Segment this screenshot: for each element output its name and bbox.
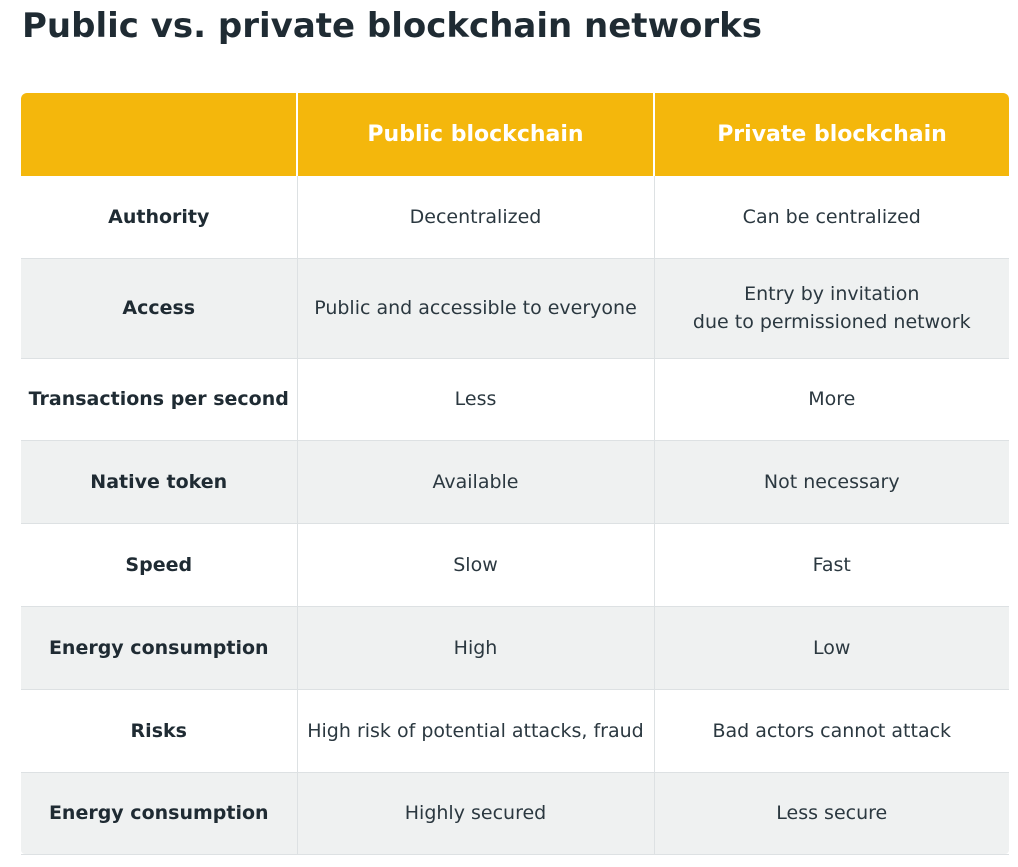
private-cell-text: Bad actors cannot attack (712, 719, 952, 742)
public-cell-text: Decentralized (409, 205, 542, 228)
private-cell-text: Fast (812, 553, 851, 576)
private-cell-text: Not necessary (763, 470, 900, 493)
table-row: Energy consumption Highly secured Less sec… (21, 772, 1009, 855)
private-cell: Bad actors cannot attack (654, 689, 1009, 773)
row-label: Risks (21, 689, 298, 773)
table-row: Access Public and accessible to everyone E… (21, 258, 1009, 359)
private-cell-text: Low (813, 636, 851, 659)
public-cell: Less (297, 358, 655, 441)
private-cell-text: More (808, 388, 856, 410)
table-row: Native token Available Not necessary (21, 440, 1009, 524)
public-cell: High (297, 606, 655, 690)
public-cell-text: Available (432, 470, 519, 493)
table-body: Authority Decentralized Can be centralized… (21, 176, 1009, 855)
table-row: Risks High risk of potential attacks, fra… (21, 689, 1009, 773)
private-cell-text: Entry by invitation (744, 283, 920, 305)
private-cell: Not necessary (654, 440, 1009, 524)
row-label: Access (21, 258, 298, 359)
row-label: Authority (21, 176, 298, 259)
table-row: Speed Slow Fast (21, 523, 1009, 607)
private-cell-text: Can be centralized (742, 205, 921, 228)
comparison-table: Public blockchain Private blockchain Aut… (21, 93, 1009, 855)
table-header-row: Public blockchain Private blockchain (21, 93, 1009, 176)
public-cell: Slow (297, 523, 655, 607)
public-cell: Public and accessible to everyone (297, 258, 655, 359)
private-cell-text: Less secure (776, 802, 888, 824)
private-cell: Low (654, 606, 1009, 690)
public-cell: High risk of potential attacks, fraud (297, 689, 655, 773)
header-public-blockchain: Public blockchain (297, 93, 655, 176)
row-label: Speed (21, 523, 298, 607)
public-cell-text: High (453, 636, 498, 659)
private-cell: Entry by invitation due to permissioned n… (654, 258, 1009, 359)
row-label: Energy consumption (21, 772, 298, 855)
public-cell: Decentralized (297, 176, 655, 259)
page-title: Public vs. private blockchain networks (22, 6, 762, 46)
private-cell: Can be centralized (654, 176, 1009, 259)
public-cell-text: Slow (453, 553, 498, 576)
public-cell-text: Public and accessible to everyone (314, 297, 637, 319)
private-cell: Fast (654, 523, 1009, 607)
public-cell-text: High risk of potential attacks, fraud (307, 719, 644, 742)
public-cell: Highly secured (297, 772, 655, 855)
row-label: Energy consumption (21, 606, 298, 690)
public-cell-text: Highly secured (404, 802, 547, 824)
private-cell: More (654, 358, 1009, 441)
row-label: Native token (21, 440, 298, 524)
table-row: Transactions per second Less More (21, 358, 1009, 441)
public-cell-text: Less (454, 388, 497, 410)
table-row: Authority Decentralized Can be centralized (21, 176, 1009, 259)
header-private-blockchain: Private blockchain (654, 93, 1009, 176)
row-label: Transactions per second (21, 358, 298, 441)
private-cell: Less secure (654, 772, 1009, 855)
table-row: Energy consumption High Low (21, 606, 1009, 690)
header-empty-cell (21, 93, 298, 176)
private-cell-text: due to permissioned network (692, 311, 971, 333)
public-cell: Available (297, 440, 655, 524)
